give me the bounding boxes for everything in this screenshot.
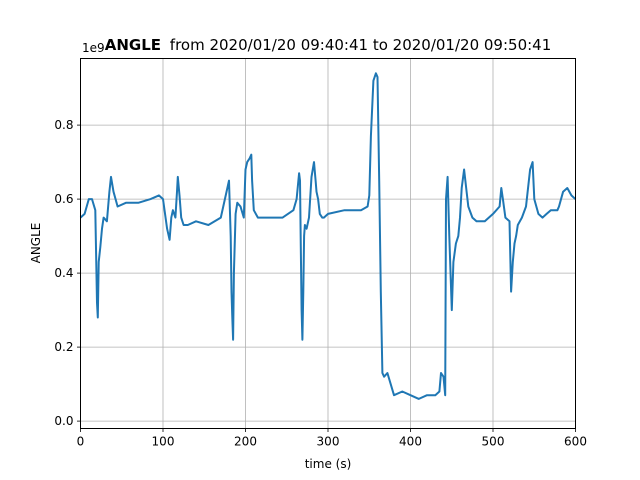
chart-title-rest: from 2020/01/20 09:40:41 to 2020/01/20 0… [170, 36, 551, 54]
y-tick-label: 0.6 [54, 192, 73, 206]
x-tick-label: 400 [399, 435, 422, 449]
x-tick-label: 300 [317, 435, 340, 449]
series-line-group [79, 72, 577, 400]
chart-title: ANGLE from 2020/01/20 09:40:41 to 2020/0… [105, 36, 552, 54]
y-tick-label: 0.0 [54, 414, 73, 428]
x-axis: 0 100 200 300 400 500 600 [77, 428, 587, 449]
y-offset-text: 1e9 [82, 41, 105, 55]
y-axis: 0.0 0.2 0.4 0.6 0.8 [54, 118, 81, 428]
y-tick-label: 0.2 [54, 340, 73, 354]
x-tick-label: 0 [77, 435, 85, 449]
series-line [79, 72, 577, 400]
grid-lines [80, 58, 576, 429]
y-tick-label: 0.4 [54, 266, 73, 280]
y-axis-label: ANGLE [29, 223, 43, 264]
x-tick-label: 600 [564, 435, 587, 449]
x-tick-label: 100 [152, 435, 175, 449]
y-tick-label: 0.8 [54, 118, 73, 132]
chart-title-bold: ANGLE [105, 36, 161, 54]
x-tick-label: 500 [482, 435, 505, 449]
x-axis-label: time (s) [305, 457, 352, 471]
x-tick-label: 200 [234, 435, 257, 449]
